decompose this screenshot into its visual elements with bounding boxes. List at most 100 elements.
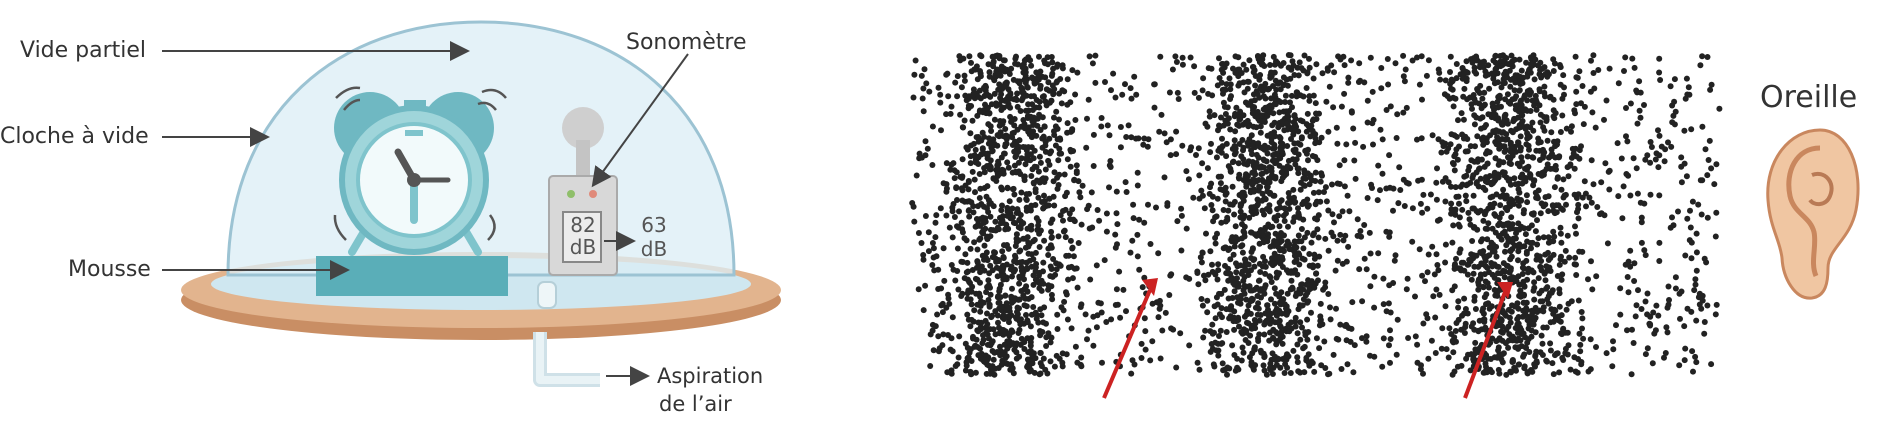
air-particle [1656, 55, 1663, 62]
air-particle [1403, 286, 1410, 293]
air-particle [1386, 152, 1393, 159]
air-particle [1434, 165, 1440, 172]
air-particle [1142, 328, 1149, 335]
air-particle [1337, 321, 1344, 328]
label-aspiration-line1: Aspiration [657, 364, 764, 388]
air-particle [1198, 187, 1205, 194]
air-particle [1351, 342, 1358, 349]
air-particle [1297, 319, 1304, 326]
air-particle [1641, 102, 1647, 108]
air-particle [1661, 354, 1667, 361]
air-particle [1301, 52, 1308, 59]
air-particle [1629, 326, 1635, 333]
air-particle [1617, 311, 1624, 318]
air-particle [1157, 53, 1164, 60]
air-particle [1363, 333, 1370, 340]
air-particle [1169, 66, 1176, 73]
suction-pipe [533, 332, 600, 387]
air-particle [1141, 274, 1148, 281]
air-particle [1123, 189, 1130, 195]
air-particle [1079, 182, 1086, 189]
air-particle [934, 311, 941, 318]
air-particle [1130, 201, 1137, 208]
air-particle [1134, 253, 1141, 260]
air-particle [1588, 199, 1595, 206]
red-arrow-2 [1463, 291, 1507, 399]
air-particle [1062, 234, 1069, 241]
air-particle [1085, 327, 1092, 334]
air-particle [1692, 353, 1699, 360]
air-particle [1403, 104, 1410, 111]
air-particle [1667, 224, 1674, 231]
air-particle [1448, 85, 1454, 92]
air-particle [1615, 80, 1622, 87]
air-particle [1391, 257, 1398, 264]
air-particle [1402, 66, 1409, 73]
air-particle [1597, 211, 1603, 218]
air-particle [1689, 198, 1696, 205]
air-particle [1164, 200, 1171, 207]
air-particle [1173, 59, 1180, 65]
air-particle [1638, 214, 1645, 221]
air-particle [1634, 89, 1641, 96]
air-particle [1128, 370, 1135, 377]
air-particle [1072, 91, 1079, 98]
air-particle [1650, 309, 1657, 316]
air-particle [1453, 193, 1460, 200]
air-particle [913, 172, 920, 179]
air-particle [1330, 104, 1337, 111]
air-particle [1682, 252, 1689, 259]
air-particle [1219, 360, 1226, 367]
air-particle [1442, 303, 1449, 310]
air-particle [1432, 314, 1439, 321]
air-particle [1412, 333, 1419, 340]
air-particle [1630, 155, 1637, 162]
air-particle [1634, 190, 1641, 197]
air-particle [1141, 315, 1148, 322]
air-particle [920, 108, 927, 115]
air-particle [1667, 83, 1674, 90]
air-particle [1420, 320, 1427, 327]
air-particle [1360, 143, 1367, 150]
air-particle [1322, 279, 1329, 286]
air-particle [1286, 205, 1293, 212]
air-particle [1145, 201, 1151, 208]
air-particle [1127, 85, 1134, 92]
air-particle [1159, 327, 1166, 334]
air-particle [1412, 293, 1418, 300]
air-particle [1199, 160, 1206, 167]
air-particle [1474, 133, 1481, 140]
air-particle [1418, 53, 1425, 60]
air-particle [1568, 154, 1575, 161]
air-particle [1691, 287, 1698, 294]
air-particle [1575, 297, 1582, 304]
air-particle [1334, 140, 1341, 147]
air-particle [1042, 166, 1049, 173]
air-particle [992, 218, 999, 225]
air-particle [1207, 248, 1214, 255]
air-particle [1298, 135, 1305, 142]
air-particle [1420, 370, 1426, 377]
air-particle [1078, 354, 1085, 361]
air-particle [1665, 283, 1672, 290]
air-particle [920, 85, 927, 92]
air-particle [1336, 162, 1343, 169]
air-particle [1642, 156, 1649, 163]
air-particle [1693, 267, 1700, 274]
air-particle [1087, 276, 1094, 283]
air-particle [1430, 293, 1437, 300]
air-particle [1359, 335, 1365, 342]
air-particle [1357, 228, 1364, 234]
air-particle [1387, 359, 1393, 366]
air-particle [1425, 355, 1432, 362]
air-particle [1580, 335, 1587, 342]
meter-outer-value: 63 [641, 213, 667, 237]
air-particle [1383, 107, 1390, 113]
wave-overlay [1102, 128, 1860, 399]
air-particle [1644, 345, 1651, 352]
air-particle [1450, 349, 1457, 356]
air-particle [1103, 210, 1110, 217]
air-particle [1125, 122, 1132, 129]
air-particle [1153, 204, 1159, 211]
air-particle [1414, 54, 1420, 61]
